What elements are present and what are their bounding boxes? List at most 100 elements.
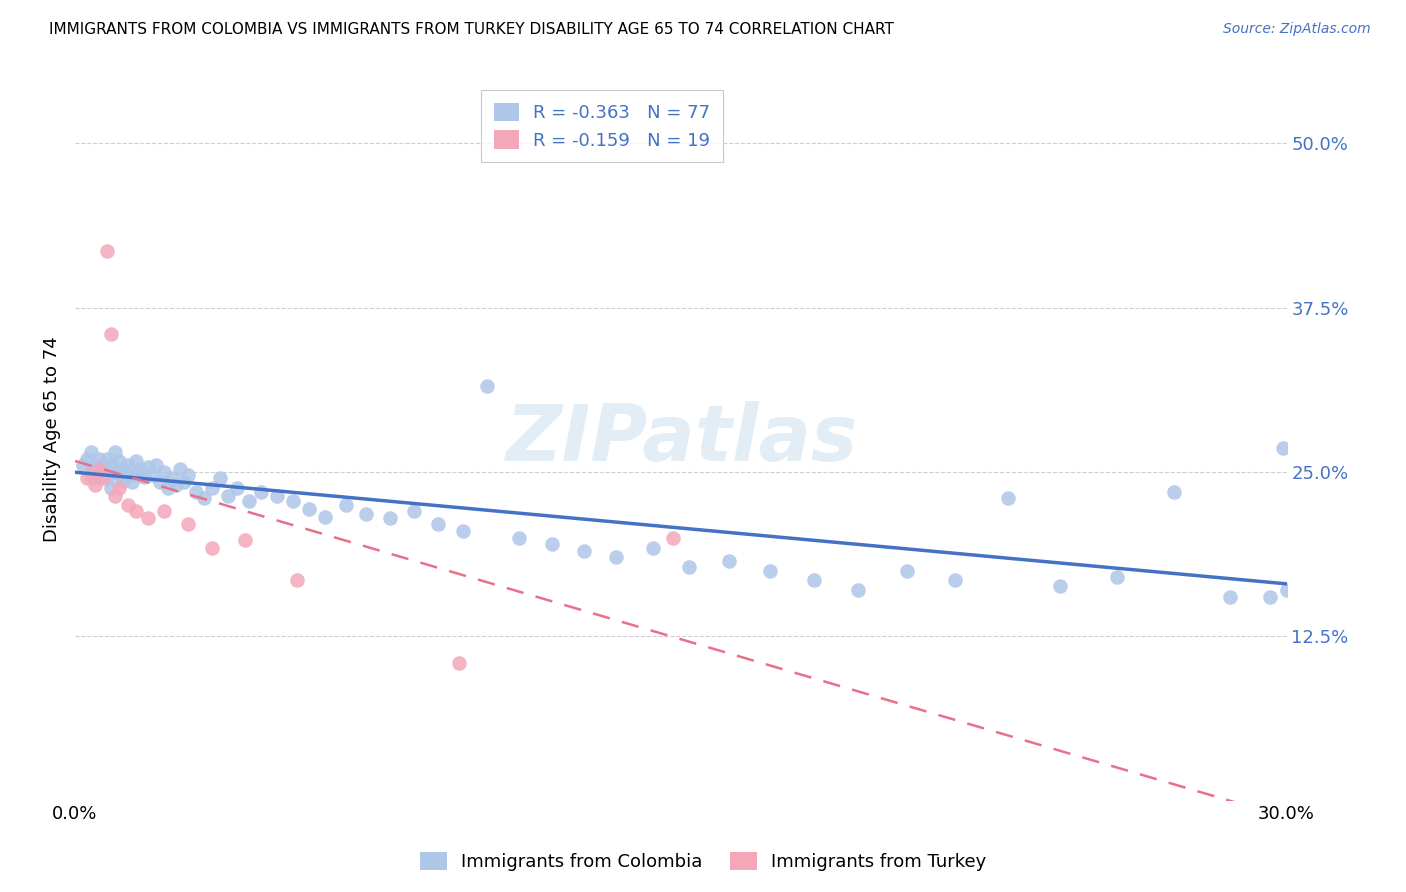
Point <box>169 462 191 476</box>
Point <box>160 471 183 485</box>
Point <box>141 467 163 482</box>
Point <box>117 498 139 512</box>
Point <box>298 501 321 516</box>
Point <box>108 481 131 495</box>
Point <box>1219 590 1241 604</box>
Point <box>121 475 143 490</box>
Point <box>117 467 139 482</box>
Point <box>136 511 159 525</box>
Point <box>508 531 530 545</box>
Point <box>96 244 118 258</box>
Point <box>758 564 780 578</box>
Point <box>266 489 288 503</box>
Point <box>108 467 131 482</box>
Point <box>112 474 135 488</box>
Point <box>104 445 127 459</box>
Point <box>285 573 308 587</box>
Point <box>177 517 200 532</box>
Point <box>475 379 498 393</box>
Point <box>997 491 1019 506</box>
Point <box>100 326 122 341</box>
Point <box>132 470 155 484</box>
Point <box>104 465 127 479</box>
Point <box>281 493 304 508</box>
Point <box>96 471 118 485</box>
Point <box>80 465 103 479</box>
Point <box>238 493 260 508</box>
Point <box>165 478 187 492</box>
Point <box>218 489 240 503</box>
Point <box>848 583 870 598</box>
Point <box>156 481 179 495</box>
Point <box>84 471 107 485</box>
Point <box>201 541 224 556</box>
Point <box>89 462 111 476</box>
Point <box>84 478 107 492</box>
Point <box>404 504 426 518</box>
Point <box>233 533 256 548</box>
Point <box>451 524 474 538</box>
Point <box>447 656 470 670</box>
Point <box>91 471 114 485</box>
Text: Source: ZipAtlas.com: Source: ZipAtlas.com <box>1223 22 1371 37</box>
Point <box>153 504 176 518</box>
Point <box>540 537 562 551</box>
Point <box>354 507 377 521</box>
Point <box>80 467 103 482</box>
Point <box>76 471 98 485</box>
Point <box>1271 442 1294 456</box>
Point <box>128 462 150 476</box>
Point <box>1049 579 1071 593</box>
Point <box>378 511 401 525</box>
Point <box>678 559 700 574</box>
Point <box>641 541 664 556</box>
Text: IMMIGRANTS FROM COLOMBIA VS IMMIGRANTS FROM TURKEY DISABILITY AGE 65 TO 74 CORRE: IMMIGRANTS FROM COLOMBIA VS IMMIGRANTS F… <box>49 22 894 37</box>
Text: ZIPatlas: ZIPatlas <box>505 401 856 477</box>
Legend: Immigrants from Colombia, Immigrants from Turkey: Immigrants from Colombia, Immigrants fro… <box>412 846 994 879</box>
Point <box>427 517 450 532</box>
Point <box>1275 583 1298 598</box>
Point <box>186 484 208 499</box>
Y-axis label: Disability Age 65 to 74: Disability Age 65 to 74 <box>44 336 60 542</box>
Point <box>803 573 825 587</box>
Point <box>605 550 627 565</box>
Point <box>945 573 967 587</box>
Point <box>124 454 146 468</box>
Point <box>249 484 271 499</box>
Point <box>124 504 146 518</box>
Point <box>1260 590 1282 604</box>
Point <box>100 458 122 473</box>
Point <box>145 458 167 473</box>
Point <box>124 467 146 482</box>
Point <box>89 451 111 466</box>
Point <box>661 531 683 545</box>
Point <box>112 462 135 476</box>
Point <box>100 481 122 495</box>
Point <box>96 451 118 466</box>
Point <box>89 465 111 479</box>
Point <box>117 458 139 473</box>
Point <box>136 459 159 474</box>
Point <box>173 475 195 490</box>
Point <box>314 509 336 524</box>
Point <box>84 458 107 473</box>
Point <box>193 491 215 506</box>
Point <box>149 475 172 490</box>
Point <box>104 489 127 503</box>
Point <box>91 467 114 482</box>
Point <box>1105 570 1128 584</box>
Point <box>72 458 94 473</box>
Point <box>177 467 200 482</box>
Point <box>1163 484 1185 499</box>
Point <box>209 471 232 485</box>
Point <box>896 564 918 578</box>
Point <box>153 465 176 479</box>
Point <box>572 543 595 558</box>
Point <box>80 445 103 459</box>
Point <box>201 481 224 495</box>
Point <box>718 554 741 568</box>
Point <box>76 451 98 466</box>
Point <box>91 458 114 473</box>
Point <box>335 498 357 512</box>
Point <box>225 481 247 495</box>
